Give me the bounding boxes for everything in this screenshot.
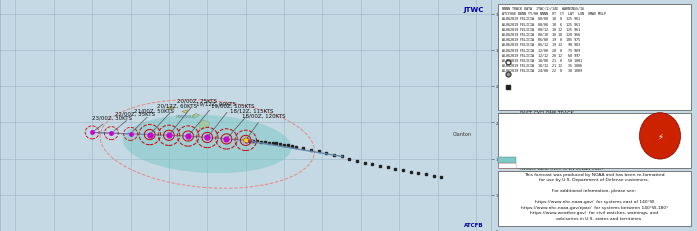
Text: JTWC: JTWC <box>464 7 484 13</box>
Text: ATCFB: ATCFB <box>464 222 484 227</box>
Text: FORECAST CYCLONE TRACK: FORECAST CYCLONE TRACK <box>520 98 588 103</box>
Text: 34-63 KNOTS: 34-63 KNOTS <box>520 73 553 78</box>
Text: PAST CYCLONE TRACK: PAST CYCLONE TRACK <box>520 111 574 116</box>
Text: MORE THAN 63 KNOTS: MORE THAN 63 KNOTS <box>520 85 576 90</box>
Text: ⚡: ⚡ <box>657 132 663 141</box>
Text: This forecast was produced by NOAA and has been re-formatted
for use by U.S. Dep: This forecast was produced by NOAA and h… <box>521 172 668 220</box>
Text: 21/00Z, 50KTS: 21/00Z, 50KTS <box>132 108 174 132</box>
Text: Clanton: Clanton <box>453 131 472 136</box>
Text: 22/00Z, 35KTS: 22/00Z, 35KTS <box>114 112 155 132</box>
Text: 23/00Z, 30KTS: 23/00Z, 30KTS <box>92 115 132 131</box>
Text: NNNN TRACK DATA  JTWC(1)/14E  WARNINGS/16
ATCF06E BBNN YY/HH NNNN  VT  CY  LAT  : NNNN TRACK DATA JTWC(1)/14E WARNINGS/16 … <box>502 7 606 73</box>
Text: 18/12Z, 115KTS: 18/12Z, 115KTS <box>229 108 274 137</box>
Ellipse shape <box>123 115 291 173</box>
Polygon shape <box>182 110 187 114</box>
Circle shape <box>639 113 680 159</box>
FancyBboxPatch shape <box>498 171 691 226</box>
Text: 20/12Z, 60KTS: 20/12Z, 60KTS <box>152 103 197 133</box>
Text: 20/00Z, 75KTS: 20/00Z, 75KTS <box>171 99 217 134</box>
Text: 19/00Z, 105KTS: 19/00Z, 105KTS <box>209 103 254 136</box>
FancyBboxPatch shape <box>498 113 691 169</box>
Text: HONOLULU: HONOLULU <box>176 114 196 118</box>
FancyBboxPatch shape <box>498 5 691 111</box>
Text: FORECAST 34/50/64 KNOT WIND RANGE
(WINDS VALID OVER OPEN OCEAN ONLY): FORECAST 34/50/64 KNOT WIND RANGE (WINDS… <box>520 162 604 170</box>
Polygon shape <box>167 107 174 110</box>
FancyBboxPatch shape <box>498 157 516 163</box>
Polygon shape <box>192 114 199 119</box>
Text: DENOTES: 34 KNOT WIND DANGER
AREA/1000 SHIP AVOIDANCE AREA: DENOTES: 34 KNOT WIND DANGER AREA/1000 S… <box>520 155 592 164</box>
Text: 18/00Z, 120KTS: 18/00Z, 120KTS <box>242 113 285 139</box>
Text: 19/12Z, 90KTS: 19/12Z, 90KTS <box>190 101 236 134</box>
Polygon shape <box>199 121 210 131</box>
Text: LESS THAN 34 KNOTS: LESS THAN 34 KNOTS <box>520 60 574 65</box>
